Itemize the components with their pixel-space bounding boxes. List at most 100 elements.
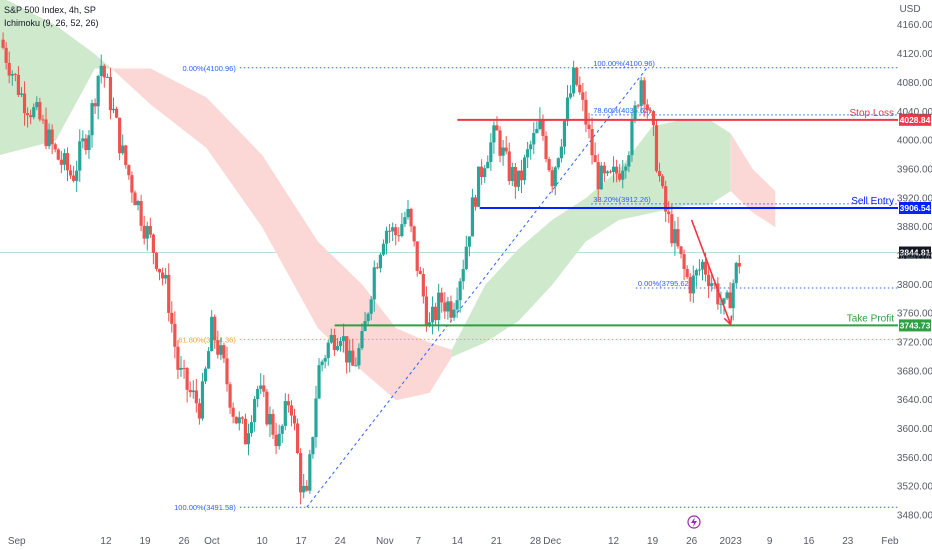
candle-body	[703, 261, 708, 275]
candle-body	[483, 168, 487, 177]
candle-body	[403, 217, 407, 225]
candle-body	[317, 365, 321, 399]
candle-body	[415, 241, 419, 271]
candle-body	[75, 170, 79, 181]
candle-body	[710, 283, 714, 287]
candle-body	[188, 389, 192, 393]
price-tick-label: 3960.00	[897, 164, 932, 175]
candle-body	[378, 254, 382, 269]
candle-body	[65, 153, 70, 171]
candle-body	[679, 246, 683, 255]
candle-body	[587, 124, 591, 130]
candle-body	[185, 368, 189, 390]
candle-body	[602, 165, 606, 174]
price-badge-label: 4028.84	[900, 115, 931, 125]
candle-body	[53, 144, 57, 150]
time-tick-label: 23	[842, 536, 854, 547]
candle-body	[568, 93, 573, 98]
candle-body	[480, 166, 484, 177]
candle-body	[354, 365, 358, 367]
candle-body	[329, 334, 333, 343]
candle-body	[87, 135, 91, 151]
legend-indicator: Ichimoku (9, 26, 52, 26)	[4, 18, 99, 28]
candle-body	[648, 110, 652, 112]
candle-body	[719, 303, 723, 305]
candle-body	[526, 149, 530, 158]
candle-body	[519, 170, 524, 181]
candle-body	[400, 224, 404, 236]
candle-body	[170, 312, 174, 324]
time-tick-label: Dec	[543, 536, 561, 547]
candle-body	[627, 155, 631, 167]
candle-body	[72, 175, 76, 181]
candle-body	[338, 341, 343, 347]
candle-body	[430, 306, 435, 323]
candle-body	[541, 120, 545, 136]
candle-body	[492, 125, 496, 143]
candle-body	[406, 208, 410, 218]
candle-body	[516, 170, 521, 187]
candle-body	[501, 147, 505, 156]
candle-body	[13, 73, 17, 75]
candle-body	[470, 197, 475, 237]
candle-body	[360, 331, 364, 349]
candle-body	[507, 151, 511, 181]
fib-trendline	[306, 67, 648, 508]
candle-body	[62, 153, 67, 165]
time-tick-label: Nov	[376, 536, 394, 547]
candle-body	[157, 268, 162, 273]
candle-body	[7, 62, 11, 76]
candle-body	[179, 367, 183, 370]
candle-body	[670, 214, 674, 244]
candle-body	[213, 316, 217, 341]
time-tick-label: 16	[803, 536, 815, 547]
candle-body	[203, 368, 208, 382]
candle-body	[26, 113, 30, 116]
candle-body	[550, 170, 554, 187]
time-tick-label: 2023	[720, 536, 743, 547]
price-tick-label: 3720.00	[897, 338, 932, 349]
candle-body	[210, 316, 214, 352]
bolt-icon[interactable]	[687, 515, 701, 529]
candle-body	[544, 135, 548, 160]
candle-body	[225, 358, 229, 385]
price-badge	[899, 319, 931, 332]
candle-body	[458, 281, 462, 301]
current-price-badge	[899, 246, 931, 259]
candle-body	[142, 225, 146, 239]
current-price-label: 3844.81	[900, 248, 931, 258]
tradingview-logo[interactable]	[687, 515, 701, 529]
time-tick-label: 28	[530, 536, 542, 547]
candle-body	[50, 129, 54, 145]
bolt-icon-glyph	[691, 517, 697, 527]
candle-body	[722, 298, 726, 304]
candle-body	[151, 234, 155, 253]
candle-body	[605, 171, 610, 174]
candle-body	[133, 192, 137, 206]
trade-annotations: Stop Loss 4028.84 Sell Entry 3906.54 Take Pr…	[334, 108, 931, 332]
candle-body	[562, 120, 567, 147]
candle-body	[41, 119, 45, 121]
candle-body	[513, 167, 517, 187]
time-tick-label: Feb	[881, 536, 899, 547]
time-tick-label: Sep	[8, 536, 26, 547]
candle-body	[621, 170, 625, 180]
candle-body	[341, 336, 346, 342]
time-tick-label: 19	[647, 536, 659, 547]
candle-body	[108, 76, 113, 111]
candle-body	[630, 119, 634, 156]
candle-body	[473, 197, 478, 207]
candle-body	[452, 309, 456, 318]
candle-body	[228, 384, 232, 408]
candle-body	[16, 74, 21, 95]
candle-body	[642, 80, 646, 105]
candle-body	[332, 334, 336, 351]
candle-body	[191, 390, 195, 393]
fib2-level-label: 38.20%(3912.26)	[593, 195, 651, 204]
time-tick-label: 21	[491, 536, 503, 547]
candle-body	[29, 115, 33, 118]
candle-body	[593, 155, 597, 163]
candle-body	[240, 417, 244, 419]
candle-body	[351, 350, 355, 366]
